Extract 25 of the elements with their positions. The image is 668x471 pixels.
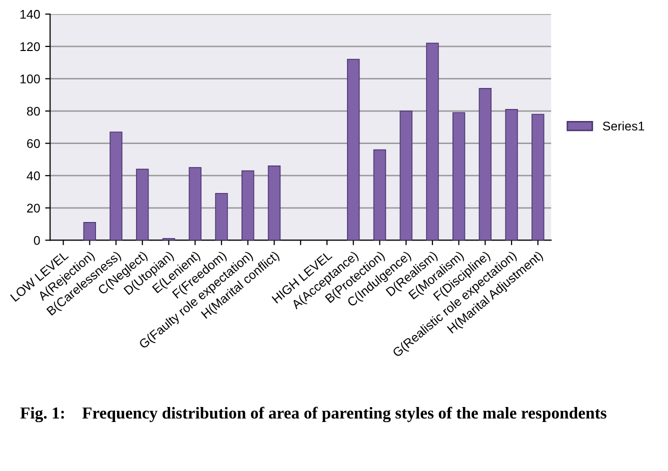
y-tick-label: 120 xyxy=(20,42,40,52)
legend-label: Series1 xyxy=(602,121,644,131)
bar xyxy=(242,170,254,240)
bar xyxy=(532,114,544,240)
y-tick-label: 40 xyxy=(26,171,40,180)
bar xyxy=(215,192,228,240)
bar xyxy=(478,88,492,240)
caption: Fig. 1: Frequency distribution of area of parenting styles of the male respondents xyxy=(20,406,606,422)
y-tick-label: 20 xyxy=(27,204,40,213)
bar xyxy=(346,58,360,240)
y-tick-label: 140 xyxy=(20,10,40,19)
bar xyxy=(136,168,149,240)
bar xyxy=(373,149,386,240)
y-tick-label: 60 xyxy=(27,139,40,148)
bar xyxy=(400,110,412,240)
bar xyxy=(505,108,518,240)
bar xyxy=(188,167,202,240)
bar xyxy=(452,112,466,240)
y-tick-label: 80 xyxy=(27,106,40,116)
bar xyxy=(83,222,96,240)
bar xyxy=(268,166,281,240)
y-tick-label: 100 xyxy=(20,74,40,84)
y-tick-label: 0 xyxy=(34,236,40,245)
bar xyxy=(110,132,122,240)
bar xyxy=(426,42,439,240)
